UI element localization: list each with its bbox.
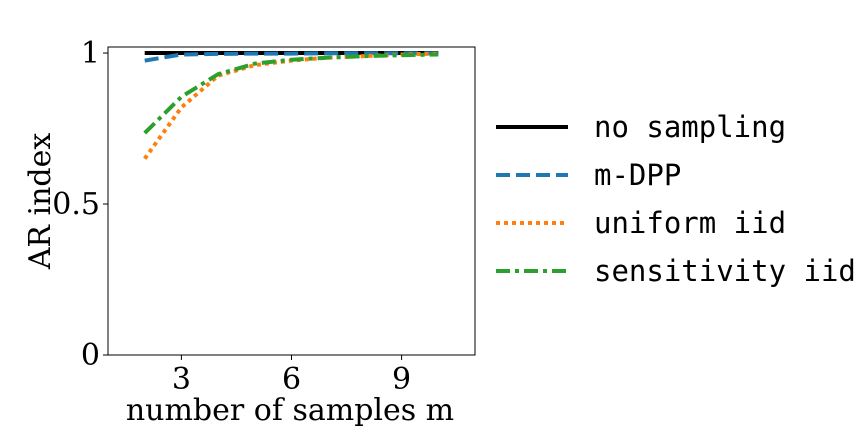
x-tick-label: 9 xyxy=(392,362,411,397)
legend-label-sensitivity-iid: sensitivity iid xyxy=(594,254,856,288)
x-tick-label: 6 xyxy=(282,362,301,397)
y-tick-label: 0.5 xyxy=(52,187,100,222)
x-axis-label: number of samples m xyxy=(126,393,454,428)
y-axis-label: AR index xyxy=(23,133,58,271)
y-tick-label: 0 xyxy=(81,338,100,373)
series-line-m-dpp xyxy=(144,51,439,63)
series-lines xyxy=(143,51,439,160)
legend-label-uniform-iid: uniform iid xyxy=(594,206,786,240)
series-line-sensitivity-iid xyxy=(143,52,439,135)
legend-label-m-dpp: m-DPP xyxy=(594,158,681,192)
series-line-uniform-iid xyxy=(143,51,439,160)
legend: no sampling m-DPP uniform iid sensitivity i… xyxy=(496,110,856,288)
x-tick-label: 3 xyxy=(172,362,191,397)
plot-frame xyxy=(107,46,476,356)
axis-ticks: 3 6 9 0 0.5 1 xyxy=(52,36,411,397)
legend-label-no-sampling: no sampling xyxy=(594,110,786,144)
y-tick-label: 1 xyxy=(81,36,100,71)
